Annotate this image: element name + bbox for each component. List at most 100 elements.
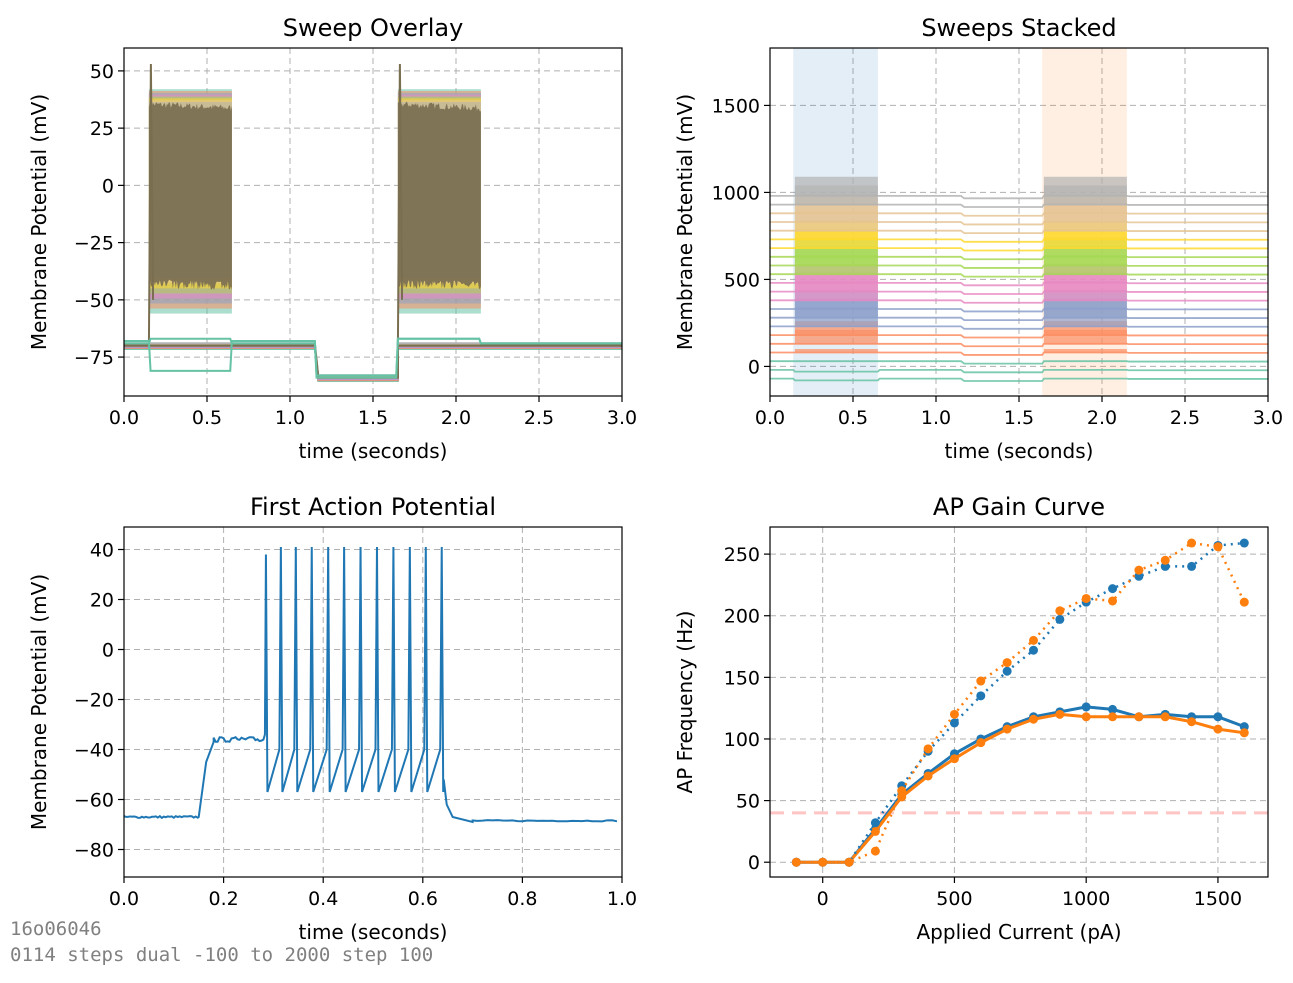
gain-point	[1187, 561, 1197, 571]
chart-title: AP Gain Curve	[933, 493, 1105, 521]
y-tick-label: 40	[90, 540, 114, 562]
x-tick-label: 1.0	[921, 407, 951, 429]
stacked-sweep	[770, 351, 1268, 356]
gain-point	[1134, 565, 1144, 575]
x-tick-label: 0.8	[507, 888, 537, 910]
gain-point	[897, 786, 907, 796]
y-tick-label: 200	[724, 606, 760, 628]
x-tick-label: 2.0	[1087, 407, 1117, 429]
y-axis-label: AP Frequency (Hz)	[673, 611, 697, 794]
stacked-sweep	[770, 221, 1268, 226]
gain-point	[1002, 724, 1012, 734]
gain-point	[1160, 712, 1170, 722]
stacked-sweep	[770, 377, 1268, 382]
y-tick-label: −60	[74, 790, 114, 812]
stacked-sweep	[770, 247, 1268, 252]
gain-point	[1213, 724, 1223, 734]
plot-frame	[123, 526, 623, 878]
y-tick-label: −80	[74, 840, 114, 862]
y-axis-label: Membrane Potential (mV)	[27, 94, 51, 350]
plot-area	[124, 546, 618, 824]
spike-fill	[148, 101, 232, 290]
gain-point	[976, 738, 986, 748]
sweep-trace	[124, 337, 622, 379]
x-tick-label: 0	[817, 888, 829, 910]
x-axis-label: Applied Current (pA)	[917, 920, 1122, 944]
x-tick-label: 2.0	[441, 407, 471, 429]
y-tick-label: −20	[74, 690, 114, 712]
chart-stacked: 0.0 0.5 1.0 1.5 2.0 2.5 3.0 1500 1000 500 0 Sweeps …	[673, 14, 1283, 463]
chart-gain: 0 500 1000 1500 0 50 100 150 200 250 AP Gain Curve…	[673, 493, 1269, 944]
plot-area	[770, 538, 1268, 867]
gain-point	[1134, 571, 1144, 581]
chart-title: First Action Potential	[250, 493, 496, 521]
y-tick-label: 500	[724, 269, 760, 291]
y-tick-label: −50	[74, 290, 114, 312]
gain-point	[1213, 542, 1223, 552]
y-tick-label: 20	[90, 590, 114, 612]
x-tick-label: 500	[936, 888, 972, 910]
gain-point	[1108, 596, 1118, 606]
footer-cell-id: 16o06046	[10, 918, 102, 940]
x-tick-label: 2.5	[1170, 407, 1200, 429]
x-tick-label: 0.5	[192, 407, 222, 429]
x-axis-label: time (seconds)	[299, 439, 448, 463]
plot-frame	[769, 526, 1269, 878]
spike-block	[794, 176, 878, 196]
gain-point	[870, 826, 880, 836]
x-tick-label: 0.0	[109, 407, 139, 429]
gain-point	[1108, 712, 1118, 722]
y-tick-label: 50	[90, 61, 114, 83]
chart-title: Sweeps Stacked	[921, 14, 1116, 42]
gain-point	[1002, 666, 1012, 676]
stacked-sweep	[770, 316, 1268, 322]
gain-point	[844, 857, 854, 867]
gain-series-line	[796, 712, 1245, 864]
y-tick-label: 0	[748, 852, 760, 874]
stacked-sweep	[770, 194, 1268, 200]
gain-point	[1239, 538, 1249, 548]
gain-point	[1187, 538, 1197, 548]
gain-point	[1187, 717, 1197, 727]
gain-point	[1213, 712, 1223, 722]
x-tick-label: 1500	[1194, 888, 1242, 910]
stacked-sweep	[770, 212, 1268, 217]
gain-point	[1055, 614, 1065, 624]
stacked-sweep	[770, 273, 1268, 278]
stacked-sweep	[770, 255, 1268, 261]
stacked-sweep	[770, 334, 1268, 339]
y-tick-label: −25	[74, 233, 114, 255]
x-tick-label: 2.5	[524, 407, 554, 429]
stacked-sweep	[770, 368, 1268, 374]
stacked-sweep	[770, 238, 1268, 243]
y-tick-label: 50	[736, 791, 760, 813]
stacked-sweep	[770, 290, 1268, 295]
chart-title: Sweep Overlay	[283, 14, 464, 42]
y-tick-label: 250	[724, 544, 760, 566]
plot-area	[124, 64, 622, 382]
x-axis-label: time (seconds)	[299, 920, 448, 944]
y-tick-label: 25	[90, 118, 114, 140]
x-tick-label: 0.2	[208, 888, 238, 910]
y-tick-label: −40	[74, 740, 114, 762]
gain-point	[1239, 597, 1249, 607]
spike-fill	[397, 101, 481, 290]
stacked-sweep	[770, 325, 1268, 330]
x-tick-label: 0.6	[408, 888, 438, 910]
gain-point	[1055, 606, 1065, 616]
chart-overlay: 0.0 0.5 1.0 1.5 2.0 2.5 3.0 50 25 0 −25 −50 −75 Sweep…	[27, 14, 637, 463]
y-tick-label: 0	[748, 356, 760, 378]
gain-point	[1002, 658, 1012, 668]
x-tick-label: 1.5	[1004, 407, 1034, 429]
gain-point	[1081, 593, 1091, 603]
x-tick-label: 1.0	[275, 407, 305, 429]
y-tick-label: 1000	[712, 182, 760, 204]
gain-point	[1081, 712, 1091, 722]
gain-series-line	[796, 541, 1246, 864]
x-tick-label: 0.5	[838, 407, 868, 429]
gain-point	[1028, 635, 1038, 645]
y-axis-label: Membrane Potential (mV)	[27, 574, 51, 830]
x-tick-label: 3.0	[607, 407, 637, 429]
gain-point	[976, 691, 986, 701]
